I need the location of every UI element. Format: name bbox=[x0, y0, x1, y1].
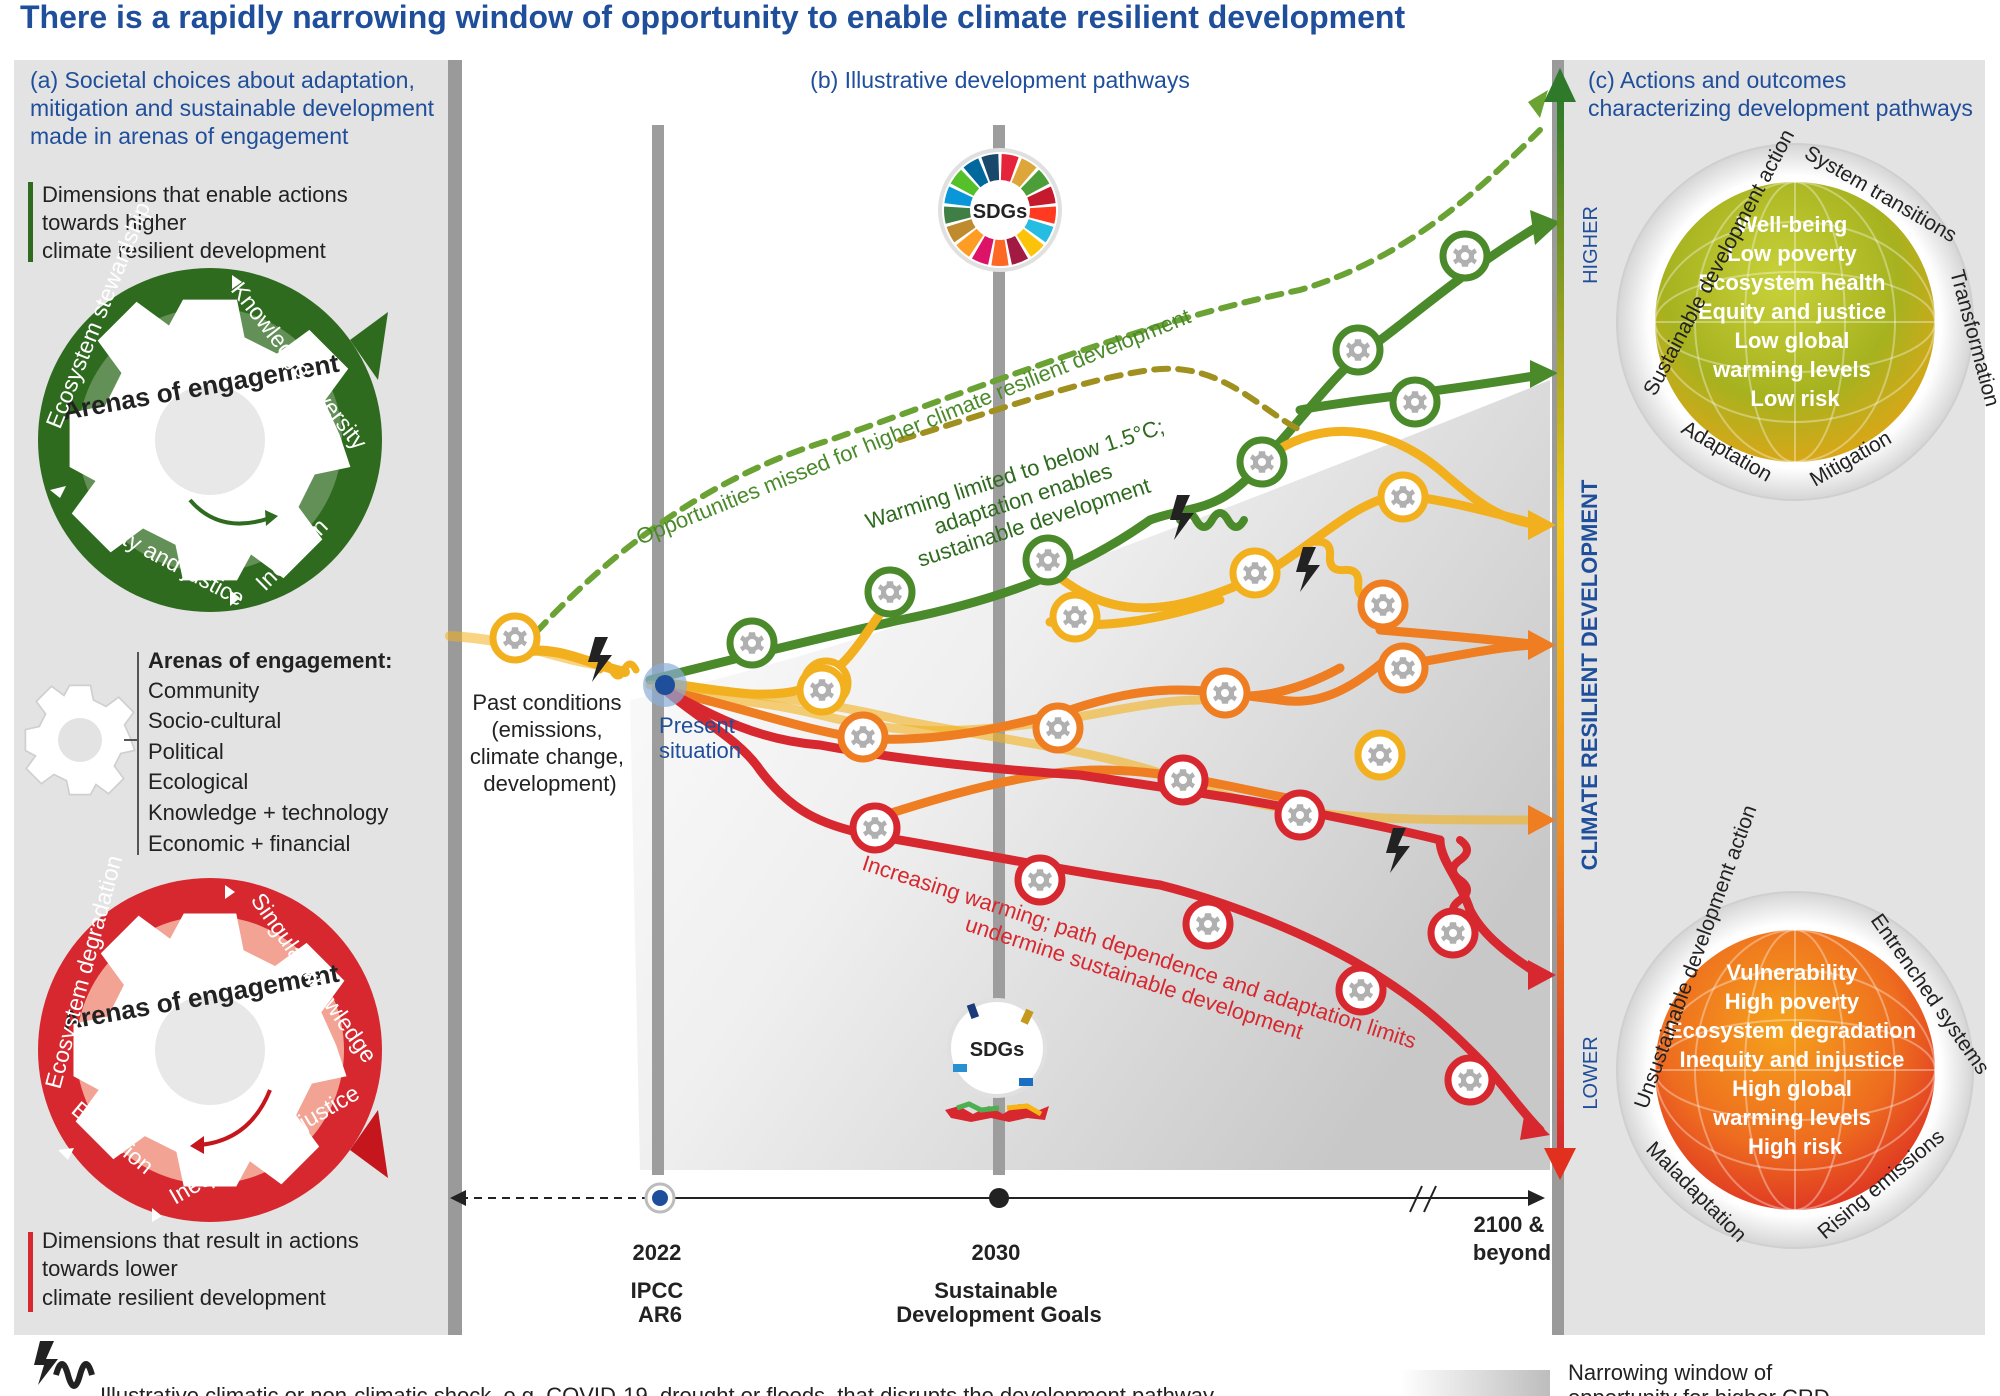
lower-dimensions-label: Dimensions that result in actions toward… bbox=[42, 1228, 365, 1310]
panel-a-divider bbox=[448, 60, 462, 1335]
sdg-segment bbox=[944, 186, 973, 207]
figure-title: There is a rapidly narrowing window of o… bbox=[20, 0, 1405, 35]
sdg-segment bbox=[981, 154, 1000, 182]
sdg-wheel-intact-label: SDGs bbox=[973, 201, 1027, 223]
sdg-segment bbox=[950, 169, 980, 196]
crd-axis-title: CLIMATE RESILIENT DEVELOPMENT bbox=[1577, 479, 1602, 870]
pathway-nodes bbox=[489, 230, 1496, 1106]
shock-icon bbox=[1170, 495, 1194, 540]
missed-opportunity-path bbox=[517, 127, 1543, 653]
shock-icon bbox=[1386, 828, 1410, 873]
sdg-segment bbox=[1011, 158, 1037, 188]
sdg-segment bbox=[1027, 186, 1056, 207]
vertical-line-2030 bbox=[993, 125, 1005, 1175]
arenas-list: Arenas of engagement: Community Socio-cu… bbox=[148, 648, 399, 856]
timeline-2030-label: 2030 Sustainable Development Goals bbox=[896, 1240, 1101, 1327]
sdg-segment bbox=[963, 158, 989, 188]
legend-shock-icon bbox=[34, 1341, 95, 1389]
sdg-segment bbox=[1000, 154, 1019, 182]
sdg-segment bbox=[946, 219, 976, 243]
timeline-2022-label: 2022 IPCC AR6 bbox=[631, 1240, 690, 1327]
timeline-2100-label: 2100 & beyond bbox=[1473, 1212, 1551, 1265]
arenas-list-bracket bbox=[124, 652, 139, 855]
crd-axis bbox=[1544, 68, 1576, 1180]
legend-shock-text: Illustrative climatic or non-climatic sh… bbox=[100, 1383, 1214, 1396]
pathway-arrowheads bbox=[1520, 90, 1560, 1140]
sdg-segment bbox=[971, 235, 994, 265]
sdg-segment bbox=[1024, 219, 1054, 243]
past-conditions-label: Past conditions (emissions, climate chan… bbox=[470, 690, 630, 796]
crd-axis-higher: HIGHER bbox=[1580, 206, 1602, 284]
sdg-wheel-broken-label: SDGs bbox=[970, 1039, 1024, 1061]
shock-icons bbox=[588, 495, 1410, 873]
sdg-segment bbox=[1020, 169, 1050, 196]
shock-icon bbox=[1296, 547, 1320, 592]
crd-axis-lower: LOWER bbox=[1580, 1036, 1602, 1109]
lower-dimensions-marker bbox=[28, 1232, 33, 1312]
higher-outcomes-circle: Well-being Low poverty Ecosystem health … bbox=[1616, 126, 2000, 501]
sdg-segment bbox=[956, 228, 984, 257]
sdg-segment bbox=[1016, 228, 1044, 257]
shock-icon bbox=[588, 637, 612, 682]
lower-outcomes-text: Vulnerability High poverty Ecosystem deg… bbox=[1668, 960, 1922, 1159]
higher-dimensions-marker bbox=[28, 182, 33, 262]
panel-c-heading: (c) Actions and outcomes characterizing … bbox=[1588, 67, 1973, 121]
sdg-segment bbox=[944, 206, 971, 224]
timeline bbox=[450, 1182, 1545, 1214]
legend-window-text: Narrowing window of opportunity for high… bbox=[1568, 1360, 1830, 1396]
arenas-list-gear bbox=[24, 684, 136, 796]
sdg-segment bbox=[1029, 206, 1056, 224]
panel-b-heading: (b) Illustrative development pathways bbox=[810, 67, 1190, 93]
vertical-line-2022 bbox=[652, 125, 664, 1175]
lower-outcomes-circle: Vulnerability High poverty Ecosystem deg… bbox=[1616, 802, 1994, 1249]
sdg-segment bbox=[991, 239, 1009, 266]
panel-a-heading: (a) Societal choices about adaptation, m… bbox=[30, 67, 440, 149]
higher-dimensions-label: Dimensions that enable actions towards h… bbox=[42, 182, 354, 263]
sdg-segment bbox=[1006, 235, 1029, 265]
higher-outcomes-text: Well-being Low poverty Ecosystem health … bbox=[1698, 212, 1892, 411]
present-situation-dot bbox=[655, 675, 675, 695]
sdg-wheel-intact: SDGs bbox=[938, 148, 1062, 272]
sdg-wheel-broken: SDGs bbox=[945, 998, 1049, 1122]
legend-window-swatch bbox=[1400, 1370, 1550, 1396]
lower-arenas-wheel: Arenas of engagement Ecosystem degradati… bbox=[38, 852, 388, 1222]
present-situation-label: Present situation bbox=[659, 713, 741, 763]
